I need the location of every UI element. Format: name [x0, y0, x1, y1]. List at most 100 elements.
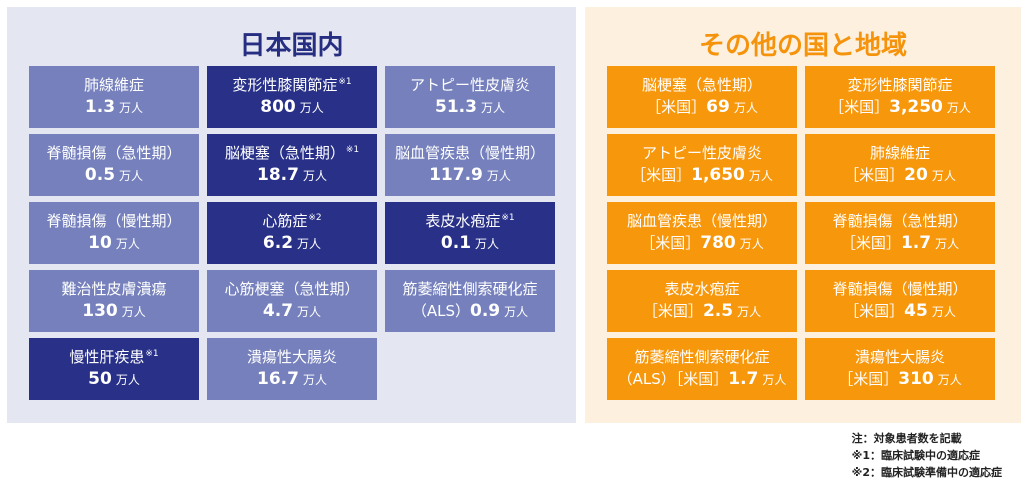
cell-label-line: 肺線維症 [870, 144, 930, 164]
unit-label: 万人 [762, 372, 787, 387]
japan-disease-cell: 脊髄損傷（慢性期） 10 万人 [29, 202, 199, 264]
footnotes: 注：対象患者数を記載 ※1：臨床試験中の適応症 ※2：臨床試験準備中の適応症 [852, 430, 1002, 481]
disease-name: 脳梗塞（急性期） [224, 144, 345, 163]
cell-label-line: 潰瘍性大腸炎 [247, 348, 337, 368]
world-disease-cell: 変形性膝関節症 ［米国］3,250 万人 [805, 66, 995, 128]
patient-count: 1.7 [728, 368, 759, 389]
patient-count: 6.2 [262, 232, 294, 253]
patient-count: 1,650 [691, 164, 745, 185]
footnote-mark: ※1 [345, 145, 360, 156]
disease-name: アトピー性皮膚炎 [641, 144, 762, 163]
patient-count: 4.7 [262, 300, 294, 321]
patient-count: 800 [260, 96, 296, 117]
footnote: ※2：臨床試験準備中の適応症 [851, 466, 1002, 480]
disease-name: 脊髄損傷（急性期） [832, 212, 968, 231]
disease-name: 慢性肝疾患 [69, 348, 145, 367]
patient-count: 117.9 [429, 164, 483, 185]
unit-label: 万人 [299, 100, 324, 115]
disease-name: 表皮水疱症 [425, 212, 501, 231]
patient-count: 130 [82, 300, 118, 321]
cell-label-line: 脳梗塞（急性期） [642, 76, 762, 96]
cell-value-line: ［米国］3,250 万人 [829, 96, 971, 118]
patient-count: 50 [88, 368, 112, 389]
cell-label-line: 慢性肝疾患※1 [69, 348, 158, 368]
cell-label-line: 脳梗塞（急性期）※1 [225, 144, 359, 164]
disease-name: 脊髄損傷（慢性期） [832, 280, 968, 299]
unit-label: 万人 [121, 304, 146, 319]
cell-value-line: （ALS）0.9 万人 [412, 300, 528, 322]
unit-label: 万人 [946, 100, 971, 115]
cell-label-line: 脳血管疾患（慢性期） [395, 144, 545, 164]
world-disease-cell: アトピー性皮膚炎 ［米国］1,650 万人 [607, 134, 797, 196]
cell-label-line: 脊髄損傷（慢性期） [46, 212, 181, 232]
patient-count: 69 [706, 96, 730, 117]
cell-label-line: 変形性膝関節症※1 [232, 76, 351, 96]
japan-disease-cell: 肺線維症 1.3 万人 [29, 66, 199, 128]
region-prefix: ［米国］ [642, 301, 703, 320]
cell-value-line: ［米国］310 万人 [838, 368, 962, 390]
cell-value-line: 1.3 万人 [85, 96, 143, 118]
patient-count: 1.7 [900, 232, 932, 253]
footnote-mark: ※1 [338, 77, 352, 88]
cell-value-line: 10 万人 [88, 232, 140, 254]
disease-name: 脳血管疾患（慢性期） [394, 144, 545, 163]
region-prefix: ［米国］ [631, 165, 692, 184]
world-disease-cell: 脊髄損傷（慢性期） ［米国］45 万人 [805, 270, 995, 332]
unit-label: 万人 [302, 168, 327, 183]
japan-disease-cell: 心筋症※2 6.2 万人 [207, 202, 377, 264]
patient-count: 10 [88, 232, 112, 253]
world-disease-cell: 筋萎縮性側索硬化症 （ALS）［米国］1.7 万人 [607, 338, 797, 400]
disease-name: 筋萎縮性側索硬化症 [634, 348, 770, 367]
region-prefix: （ALS） [411, 301, 470, 320]
cell-value-line: ［米国］2.5 万人 [643, 300, 761, 322]
japan-disease-cell: アトピー性皮膚炎 51.3 万人 [385, 66, 555, 128]
disease-name: 潰瘍性大腸炎 [854, 348, 945, 367]
disease-name: 心筋症 [262, 212, 308, 231]
region-prefix: ［米国］ [844, 165, 905, 184]
region-prefix: ［米国］ [829, 97, 890, 116]
unit-label: 万人 [937, 372, 962, 387]
world-disease-cell: 表皮水疱症 ［米国］2.5 万人 [607, 270, 797, 332]
cell-value-line: 130 万人 [82, 300, 146, 322]
japan-disease-cell: 潰瘍性大腸炎 16.7 万人 [207, 338, 377, 400]
japan-disease-cell: 難治性皮膚潰瘍 130 万人 [29, 270, 199, 332]
unit-label: 万人 [302, 372, 327, 387]
cell-value-line: ［米国］1.7 万人 [841, 232, 959, 254]
cell-value-line: 6.2 万人 [263, 232, 321, 254]
region-prefix: ［米国］ [640, 233, 701, 252]
unit-label: 万人 [480, 100, 505, 115]
disease-name: 表皮水疱症 [664, 280, 740, 299]
region-prefix: ［米国］ [840, 233, 901, 252]
japan-disease-cell: 脳血管疾患（慢性期） 117.9 万人 [385, 134, 555, 196]
cell-label-line: 心筋症※2 [262, 212, 321, 232]
cell-label-line: 脳血管疾患（慢性期） [627, 212, 777, 232]
japan-panel-title: 日本国内 [239, 31, 344, 61]
disease-name: 脳梗塞（急性期） [641, 76, 762, 95]
cell-label-line: 潰瘍性大腸炎 [855, 348, 945, 368]
footnote: ※1：臨床試験中の適応症 [851, 449, 980, 463]
unit-label: 万人 [297, 236, 322, 251]
cell-value-line: （ALS）［米国］1.7 万人 [618, 368, 787, 390]
japan-disease-cell: 筋萎縮性側索硬化症 （ALS）0.9 万人 [385, 270, 555, 332]
world-disease-cell: 肺線維症 ［米国］20 万人 [805, 134, 995, 196]
unit-label: 万人 [119, 168, 144, 183]
patient-count: 51.3 [435, 96, 477, 117]
cell-value-line: 800 万人 [260, 96, 324, 118]
patient-count: 20 [904, 164, 928, 185]
patient-count: 0.5 [84, 164, 116, 185]
cell-label-line: 筋萎縮性側索硬化症 [634, 348, 769, 368]
disease-name: 変形性膝関節症 [232, 76, 338, 95]
cell-label-line: 難治性皮膚潰瘍 [61, 280, 166, 300]
cell-label-line: アトピー性皮膚炎 [410, 76, 530, 96]
patient-count: 310 [898, 368, 934, 389]
cell-value-line: 51.3 万人 [435, 96, 505, 118]
unit-label: 万人 [931, 168, 956, 183]
unit-label: 万人 [737, 304, 762, 319]
cell-value-line: 0.5 万人 [85, 164, 143, 186]
cell-value-line: ［米国］780 万人 [640, 232, 764, 254]
disease-name: 肺線維症 [83, 76, 144, 95]
cell-value-line: ［米国］45 万人 [844, 300, 956, 322]
patient-count: 0.9 [470, 300, 501, 321]
region-prefix: ［米国］ [844, 301, 905, 320]
unit-label: 万人 [739, 236, 764, 251]
